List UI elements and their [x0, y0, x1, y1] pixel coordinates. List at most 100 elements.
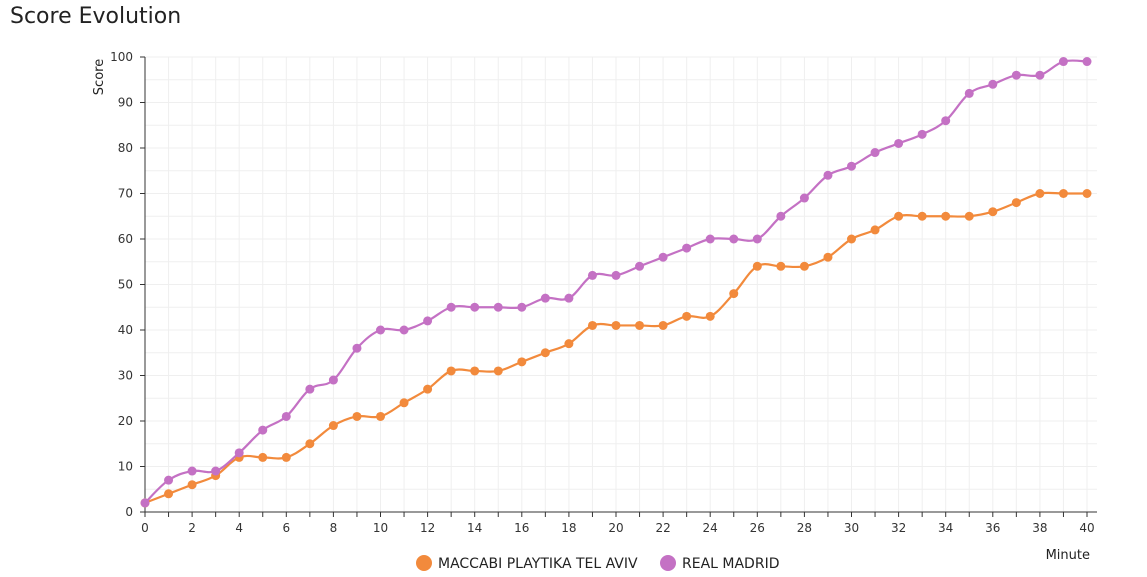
y-tick-label: 80 — [118, 141, 133, 155]
data-point — [517, 357, 527, 367]
data-point — [705, 234, 715, 244]
grid-lines — [144, 56, 1097, 513]
x-tick-label: 36 — [985, 521, 1000, 535]
data-point — [234, 448, 244, 458]
x-tick-label: 14 — [467, 521, 482, 535]
x-tick-label: 30 — [844, 521, 859, 535]
data-point — [1011, 198, 1021, 208]
y-tick-labels: 0 10 20 30 40 50 60 70 80 90 100 — [110, 50, 133, 519]
y-tick-label: 40 — [118, 323, 133, 337]
x-tick-label: 6 — [282, 521, 290, 535]
data-point — [682, 311, 692, 321]
data-point — [164, 475, 174, 485]
y-tick-label: 50 — [118, 278, 133, 292]
data-point — [587, 270, 597, 280]
data-point — [493, 302, 503, 312]
legend-label: MACCABI PLAYTIKA TEL AVIV — [438, 556, 638, 572]
series-1 — [140, 57, 1092, 508]
y-tick-label: 70 — [118, 187, 133, 201]
data-point — [423, 384, 433, 394]
x-axis-label: Minute — [1046, 548, 1090, 563]
data-point — [870, 148, 880, 158]
data-point — [729, 234, 739, 244]
data-point — [1058, 57, 1068, 67]
x-tick-label: 40 — [1079, 521, 1094, 535]
y-tick-label: 60 — [118, 232, 133, 246]
x-tick-label: 34 — [938, 521, 953, 535]
data-point — [328, 421, 338, 431]
x-tick-label: 32 — [891, 521, 906, 535]
legend: MACCABI PLAYTIKA TEL AVIV REAL MADRID — [416, 555, 779, 572]
data-point — [164, 489, 174, 499]
legend-item-1: REAL MADRID — [660, 555, 779, 572]
y-tick-label: 90 — [118, 96, 133, 110]
data-point — [376, 325, 385, 335]
axes — [140, 56, 1097, 517]
data-point — [823, 170, 833, 180]
x-tick-label: 26 — [750, 521, 765, 535]
data-point — [941, 211, 951, 221]
x-tick-label: 16 — [514, 521, 529, 535]
data-point — [1035, 70, 1045, 80]
data-point — [1058, 189, 1068, 198]
x-tick-label: 8 — [330, 521, 338, 535]
data-point — [352, 343, 362, 353]
data-point — [446, 302, 456, 312]
data-point — [635, 261, 645, 271]
data-point — [941, 116, 951, 126]
data-point — [564, 293, 574, 303]
x-tick-label: 10 — [373, 521, 388, 535]
data-point — [258, 425, 268, 435]
data-point — [1035, 189, 1045, 198]
data-point — [917, 211, 927, 221]
y-tick-label: 20 — [118, 414, 133, 428]
data-point — [517, 302, 527, 312]
data-point — [352, 411, 362, 421]
data-point — [988, 207, 998, 217]
data-point — [281, 452, 291, 462]
data-point — [540, 293, 550, 303]
data-point — [799, 261, 809, 271]
data-point — [305, 439, 315, 449]
data-point — [847, 234, 856, 244]
data-point — [187, 466, 197, 476]
data-point — [894, 211, 904, 221]
data-point — [964, 88, 974, 98]
data-point — [799, 193, 809, 203]
data-point — [611, 320, 621, 330]
legend-swatch — [660, 555, 676, 571]
y-tick-label: 0 — [125, 505, 133, 519]
x-tick-label: 18 — [561, 521, 576, 535]
x-tick-label: 20 — [608, 521, 623, 535]
data-point — [894, 138, 904, 148]
data-point — [917, 129, 927, 139]
data-point — [752, 234, 762, 244]
x-tick-label: 22 — [655, 521, 670, 535]
data-point — [493, 366, 503, 376]
x-tick-label: 28 — [797, 521, 812, 535]
data-point — [211, 466, 221, 476]
data-point — [446, 366, 456, 376]
data-point — [988, 79, 998, 89]
data-point — [658, 252, 668, 262]
y-tick-label: 10 — [118, 460, 133, 474]
series-0 — [140, 189, 1092, 508]
data-point — [847, 161, 856, 171]
chart-title: Score Evolution — [10, 4, 182, 29]
data-point — [682, 243, 692, 253]
data-point — [729, 289, 739, 299]
data-point — [328, 375, 338, 385]
data-point — [635, 320, 645, 330]
data-point — [752, 261, 762, 271]
data-point — [470, 366, 480, 376]
data-point — [540, 348, 550, 358]
data-point — [281, 411, 291, 421]
data-point — [305, 384, 315, 394]
data-point — [823, 252, 833, 262]
y-tick-label: 100 — [110, 50, 133, 64]
data-point — [187, 480, 197, 490]
x-tick-labels: 0 2 4 6 8 10 12 14 16 18 20 22 24 26 28 30 32 34 36 38 40 — [141, 521, 1094, 535]
data-point — [140, 498, 150, 508]
data-point — [870, 225, 880, 235]
